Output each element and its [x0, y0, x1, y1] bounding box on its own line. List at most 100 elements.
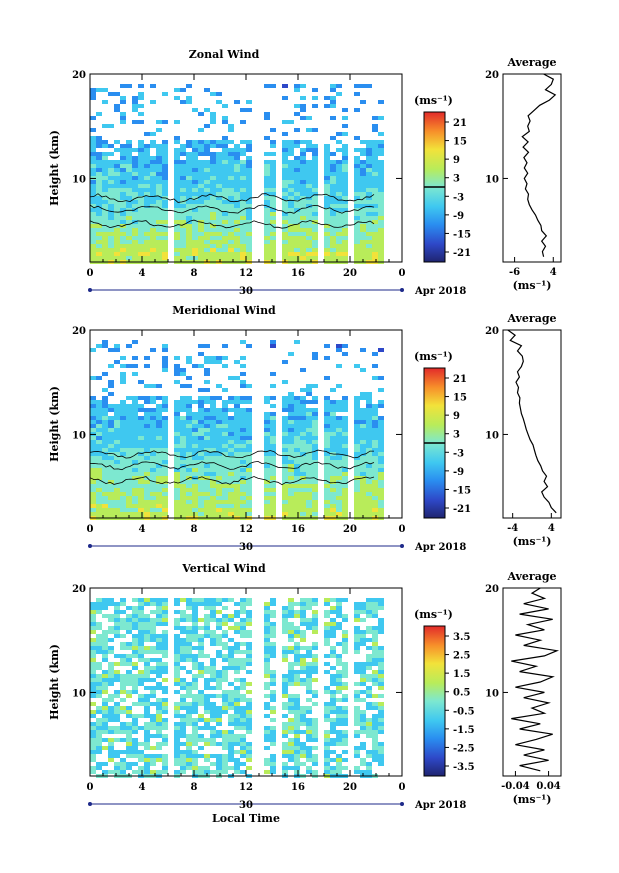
heatmap-cell [108, 212, 114, 216]
heatmap-cell [234, 500, 240, 504]
heatmap-cell [372, 734, 378, 738]
heatmap-cell [216, 472, 222, 476]
heatmap-cell [174, 188, 180, 192]
heatmap-cell [222, 754, 228, 758]
heatmap-cell [288, 726, 294, 730]
heatmap-cell [162, 140, 168, 144]
heatmap-cell [366, 408, 372, 412]
heatmap-cell [192, 702, 198, 706]
heatmap-cell [204, 188, 210, 192]
heatmap-cell [90, 184, 96, 188]
heatmap-cell [174, 504, 180, 508]
heatmap-cell [300, 666, 306, 670]
date-line-start [88, 288, 92, 292]
heatmap-cell [90, 164, 96, 168]
heatmap-cell [180, 734, 186, 738]
heatmap-cell [108, 726, 114, 730]
heatmap-cell [366, 706, 372, 710]
heatmap-cell [186, 236, 192, 240]
heatmap-cell [240, 512, 246, 516]
heatmap-cell [270, 344, 276, 348]
heatmap-cell [156, 702, 162, 706]
heatmap-cell [96, 726, 102, 730]
heatmap-cell [264, 256, 270, 260]
heatmap-cell [228, 464, 234, 468]
heatmap-cell [234, 168, 240, 172]
heatmap-cell [108, 404, 114, 408]
heatmap-cell [150, 172, 156, 176]
heatmap-cell [186, 200, 192, 204]
heatmap-cell [360, 232, 366, 236]
heatmap-cell [126, 706, 132, 710]
heatmap-cell [360, 188, 366, 192]
heatmap-cell [240, 492, 246, 496]
heatmap-cell [90, 180, 96, 184]
heatmap-cell [96, 650, 102, 654]
heatmap-cell [120, 456, 126, 460]
heatmap-cell [246, 512, 252, 516]
heatmap-cell [138, 432, 144, 436]
heatmap-cell [324, 504, 330, 508]
heatmap-cell [222, 404, 228, 408]
heatmap-cell [234, 492, 240, 496]
heatmap-cell [192, 216, 198, 220]
heatmap-cell [300, 148, 306, 152]
heatmap-cell [162, 184, 168, 188]
heatmap-cell [240, 168, 246, 172]
heatmap-cell [294, 496, 300, 500]
heatmap-cell [198, 746, 204, 750]
heatmap-cell [366, 432, 372, 436]
heatmap-cell [300, 224, 306, 228]
heatmap-cell [126, 750, 132, 754]
heatmap-cell [240, 216, 246, 220]
heatmap-cell [150, 722, 156, 726]
heatmap-cell [96, 610, 102, 614]
heatmap-cell [132, 614, 138, 618]
heatmap-cell [156, 464, 162, 468]
heatmap-cell [324, 488, 330, 492]
heatmap-cell [234, 432, 240, 436]
heatmap-cell [312, 484, 318, 488]
heatmap-cell [246, 722, 252, 726]
heatmap-cell [132, 666, 138, 670]
heatmap-cell [360, 496, 366, 500]
heatmap-cell [96, 662, 102, 666]
heatmap-cell [312, 256, 318, 260]
heatmap-cell [264, 396, 270, 400]
heatmap-cell [300, 428, 306, 432]
heatmap-cell [300, 104, 306, 108]
heatmap-cell [378, 212, 384, 216]
heatmap-cell [156, 730, 162, 734]
heatmap-cell [138, 440, 144, 444]
heatmap-cell [222, 140, 228, 144]
heatmap-cell [324, 742, 330, 746]
heatmap-cell [366, 420, 372, 424]
heatmap-cell [180, 610, 186, 614]
heatmap-cell [216, 184, 222, 188]
heatmap-cell [192, 602, 198, 606]
heatmap-cell [150, 200, 156, 204]
heatmap-cell [198, 766, 204, 770]
heatmap-cell [300, 742, 306, 746]
heatmap-cell [324, 690, 330, 694]
heatmap-cell [366, 512, 372, 516]
heatmap-cell [294, 750, 300, 754]
heatmap-cell [306, 730, 312, 734]
heatmap-cell [156, 492, 162, 496]
heatmap-cell [108, 646, 114, 650]
heatmap-cell [312, 176, 318, 180]
heatmap-cell [216, 204, 222, 208]
heatmap-cell [120, 168, 126, 172]
heatmap-cell [180, 694, 186, 698]
heatmap-cell [180, 488, 186, 492]
heatmap-cell [162, 440, 168, 444]
heatmap-cell [228, 472, 234, 476]
heatmap-cell [108, 730, 114, 734]
heatmap-cell [144, 420, 150, 424]
heatmap-cell [246, 662, 252, 666]
heatmap-cell [126, 622, 132, 626]
heatmap-cell [150, 630, 156, 634]
heatmap-cell [186, 460, 192, 464]
heatmap-cell [300, 614, 306, 618]
heatmap-cell [270, 630, 276, 634]
